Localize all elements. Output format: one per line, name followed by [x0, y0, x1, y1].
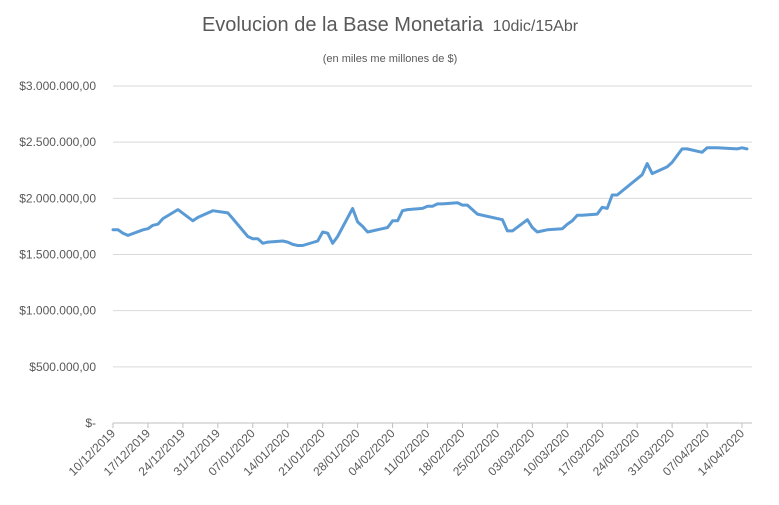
y-tick-label: $1.000.000,00: [19, 304, 96, 318]
y-tick-label: $2.500.000,00: [19, 135, 96, 149]
chart-title: Evolucion de la Base Monetaria 10dic/15A…: [202, 14, 579, 36]
chart-title-main: Evolucion de la Base Monetaria: [202, 14, 484, 36]
y-axis-tick-labels: $- $500.000,00 $1.000.000,00 $1.500.000,00 $…: [19, 79, 96, 430]
y-tick-label: $1.500.000,00: [19, 248, 96, 262]
y-tick-label: $2.000.000,00: [19, 191, 96, 205]
y-tick-label: $3.000.000,00: [19, 79, 96, 93]
y-tick-label: $500.000,00: [29, 360, 96, 374]
gridlines: [113, 85, 752, 368]
chart-title-suffix: 10dic/15Abr: [493, 18, 579, 35]
series-line: [111, 146, 749, 247]
y-tick-label: $-: [85, 416, 96, 430]
plot-area: [111, 146, 749, 247]
chart-subtitle: (en miles me millones de $): [323, 53, 458, 65]
